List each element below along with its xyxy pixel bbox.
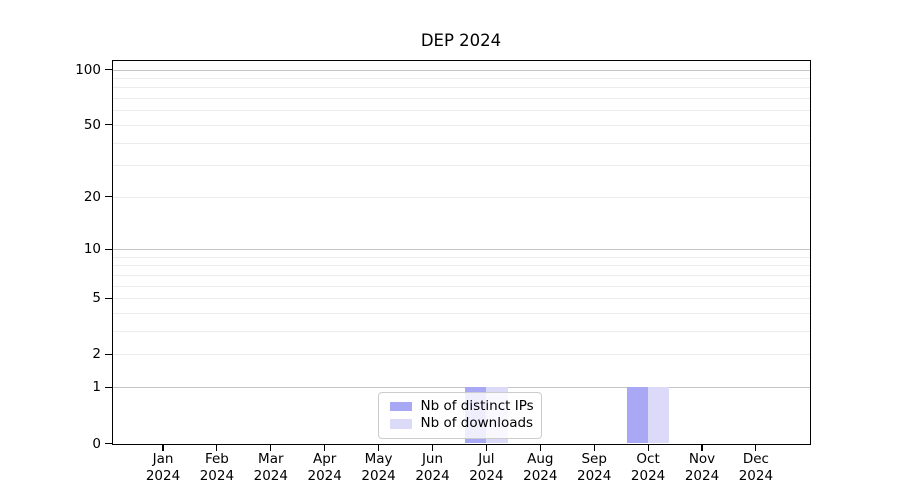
legend-entry-downloads: Nb of downloads (389, 415, 534, 433)
x-tick-label-year: 2024 (361, 467, 396, 484)
x-tick-label-year: 2024 (199, 467, 235, 484)
x-tick-label-year: 2024 (630, 467, 666, 484)
x-tick-label-month: Nov (688, 451, 716, 467)
x-tick-label-month: Apr (313, 451, 337, 467)
legend-label-distinct-ips: Nb of distinct IPs (420, 397, 534, 414)
gridline-minor (112, 98, 810, 100)
x-tick-mark (593, 444, 595, 451)
x-tick-label-year: 2024 (253, 467, 288, 484)
x-tick-mark (485, 444, 487, 451)
gridline-minor (112, 110, 810, 112)
x-tick-label-month: Feb (204, 451, 229, 467)
gridline-minor (112, 142, 810, 144)
x-tick-label: May 2024 (343, 451, 415, 484)
x-tick-label-month: Jan (152, 451, 174, 467)
x-tick-label: Jan 2024 (127, 451, 199, 484)
x-tick-label: Nov 2024 (666, 451, 738, 484)
y-tick-mark (104, 68, 112, 71)
x-tick-label: Oct 2024 (612, 451, 684, 484)
x-tick-mark (162, 444, 164, 451)
x-tick-mark (431, 444, 434, 451)
x-tick-label-year: 2024 (577, 467, 612, 484)
x-tick-label-month: Aug (527, 451, 554, 467)
x-tick-label-year: 2024 (738, 467, 774, 484)
legend-swatch-downloads (389, 419, 412, 429)
legend: Nb of distinct IPs Nb of downloads (377, 391, 542, 439)
gridline-minor (112, 331, 810, 333)
x-tick-label-year: 2024 (523, 467, 558, 484)
x-tick-mark (701, 444, 703, 451)
gridline-minor (112, 354, 810, 356)
x-tick-mark (378, 444, 380, 451)
x-tick-mark (647, 444, 649, 451)
gridline-major (112, 249, 810, 251)
y-tick-label: 1 (92, 379, 101, 396)
x-tick-label-month: Sep (581, 451, 607, 467)
x-tick-mark (539, 444, 541, 451)
y-tick-mark (104, 248, 112, 250)
gridline-minor (112, 77, 810, 79)
legend-entry-distinct-ips: Nb of distinct IPs (389, 397, 534, 416)
y-tick-mark (104, 196, 112, 198)
gridline-major (112, 387, 810, 389)
gridline-minor (112, 285, 810, 287)
legend-label-downloads: Nb of downloads (420, 415, 534, 432)
x-tick-label: Sep 2024 (558, 451, 630, 484)
y-tick-mark (104, 442, 112, 445)
y-tick-mark (104, 297, 112, 299)
gridline-minor (112, 256, 810, 258)
x-tick-label-month: Jun (421, 451, 444, 467)
gridline-minor (112, 265, 810, 267)
y-tick-label: 50 (83, 116, 101, 133)
y-tick-label: 10 (83, 241, 101, 258)
gridline-minor (112, 274, 810, 276)
gridline-minor (112, 298, 810, 300)
x-tick-label: Feb 2024 (181, 451, 253, 484)
x-tick-label-month: Jul (478, 451, 495, 467)
y-tick-label: 100 (75, 61, 101, 78)
x-tick-mark (270, 444, 272, 451)
y-tick-label: 2 (92, 346, 101, 363)
gridline-minor (112, 313, 810, 315)
x-tick-mark (324, 444, 326, 451)
x-tick-label: Apr 2024 (289, 451, 361, 484)
x-tick-label-year: 2024 (307, 467, 342, 484)
plot-area: Nb of distinct IPs Nb of downloads (111, 59, 811, 445)
gridline-major (112, 69, 810, 71)
chart-title: DEP 2024 (420, 31, 502, 50)
x-tick-label: Jun 2024 (397, 451, 469, 484)
gridline-minor (112, 165, 810, 167)
x-tick-label: Dec 2024 (720, 451, 792, 484)
x-tick-label-year: 2024 (684, 467, 720, 484)
x-tick-label-year: 2024 (145, 467, 181, 484)
x-tick-mark (755, 444, 757, 451)
x-tick-mark (216, 444, 218, 451)
x-tick-label-month: Dec (742, 451, 769, 467)
y-tick-mark (104, 124, 112, 126)
y-tick-label: 0 (92, 435, 101, 452)
y-tick-label: 5 (92, 290, 101, 307)
x-tick-label-month: May (364, 451, 393, 467)
gridline-minor (112, 124, 810, 126)
legend-swatch-distinct-ips (389, 401, 412, 411)
x-tick-label-year: 2024 (415, 467, 450, 484)
x-tick-label-month: Mar (258, 451, 284, 467)
x-tick-label-month: Oct (636, 451, 660, 467)
y-tick-mark (104, 353, 112, 356)
x-tick-label-year: 2024 (469, 467, 504, 484)
x-tick-label: Jul 2024 (450, 451, 522, 484)
y-tick-mark (104, 386, 112, 388)
gridline-minor (112, 87, 810, 89)
y-tick-label: 20 (83, 188, 101, 205)
bar-distinct-ips (626, 387, 649, 444)
x-tick-label: Aug 2024 (504, 451, 576, 484)
gridline-minor (112, 196, 810, 198)
bar-downloads (648, 387, 670, 444)
x-tick-label: Mar 2024 (235, 451, 307, 484)
